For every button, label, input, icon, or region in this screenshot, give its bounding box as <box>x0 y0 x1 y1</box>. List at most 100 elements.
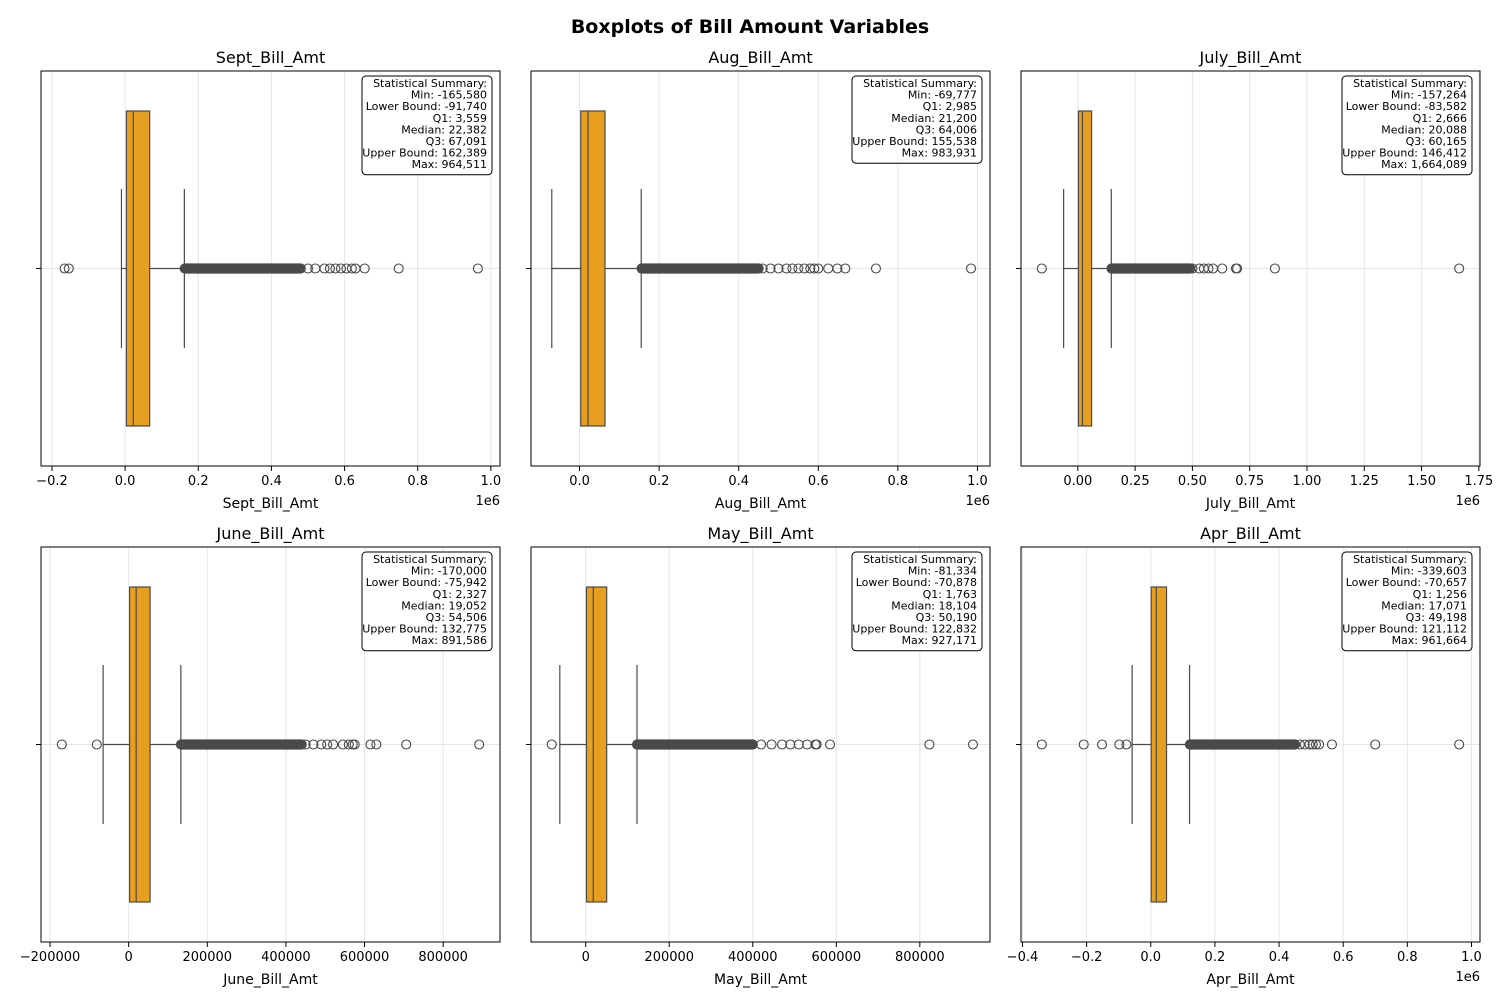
x-tick-label: 200000 <box>644 950 694 965</box>
outlier-point <box>1454 263 1465 274</box>
outlier-point <box>787 263 798 274</box>
x-axis-label: Aug_Bill_Amt <box>715 496 807 512</box>
x-tick-label: 0.0 <box>115 474 136 489</box>
summary-line: Median: 20,088 <box>1381 123 1467 136</box>
x-tick-label: 0 <box>125 950 133 965</box>
outlier-point <box>870 263 882 274</box>
summary-line: Max: 964,511 <box>412 158 487 171</box>
summary-line: Max: 961,664 <box>1392 634 1467 647</box>
outlier-point <box>1326 739 1338 750</box>
x-tick-label: 1.0 <box>967 474 988 489</box>
summary-line: Upper Bound: 122,832 <box>852 623 977 636</box>
outlier-point <box>546 739 557 750</box>
outlier-point <box>756 739 767 750</box>
x-tick-label: 0.4 <box>1269 950 1290 965</box>
outlier-point <box>59 263 70 274</box>
x-tick-label: 0.0 <box>1140 950 1161 965</box>
x-tick-label: 1.0 <box>1461 950 1482 965</box>
summary-line: Q3: 49,198 <box>1406 611 1467 624</box>
x-tick-label: 800000 <box>418 950 468 965</box>
outlier-point <box>371 739 382 750</box>
subplot-1: −0.2 0.0 0.2 0.4 0.6 0.8 1.0 1e6 Sept_Bill_Amt Se… <box>36 48 501 512</box>
subplot-title: Apr_Bill_Amt <box>1200 524 1301 544</box>
outlier-point <box>793 263 804 274</box>
summary-box <box>851 551 983 652</box>
x-tick-label: 1.25 <box>1350 474 1379 489</box>
x-tick-label: 0.2 <box>649 474 670 489</box>
outlier-point <box>781 263 792 274</box>
x-tick-label: 0.4 <box>261 474 282 489</box>
summary-line: Median: 19,052 <box>401 599 487 612</box>
summary-title: Statistical Summary: <box>373 553 487 566</box>
x-tick-label: 0.6 <box>808 474 829 489</box>
outlier-point <box>1294 739 1305 750</box>
outlier-point <box>319 263 330 274</box>
outlier-point <box>349 739 360 750</box>
summary-line: Max: 927,171 <box>902 634 977 647</box>
x-offset-text: 1e6 <box>1455 970 1480 985</box>
iqr-box <box>125 110 151 427</box>
iqr-box <box>580 110 606 427</box>
outlier-point <box>965 263 977 274</box>
outlier-point <box>1096 739 1108 750</box>
outlier-point <box>330 263 341 274</box>
x-tick-label: 0.4 <box>728 474 749 489</box>
summary-box <box>851 75 983 164</box>
outlier-point <box>785 739 796 750</box>
summary-title: Statistical Summary: <box>1353 77 1467 90</box>
x-tick-label: 1.75 <box>1464 474 1493 489</box>
summary-line: Lower Bound: -75,942 <box>366 576 487 589</box>
summary-line: Q3: 64,006 <box>916 123 977 136</box>
x-tick-label: 200000 <box>182 950 232 965</box>
outlier-point <box>1036 739 1047 750</box>
summary-title: Statistical Summary: <box>863 553 977 566</box>
x-tick-label: 0.8 <box>407 474 428 489</box>
summary-line: Min: -170,000 <box>411 565 487 578</box>
outlier-point <box>809 263 820 274</box>
summary-line: Q1: 1,763 <box>923 588 977 601</box>
x-tick-label: 0.8 <box>1397 950 1418 965</box>
x-tick-label: 0.2 <box>1205 950 1226 965</box>
outlier-point <box>799 263 810 274</box>
summary-line: Upper Bound: 162,389 <box>362 147 487 160</box>
outlier-point <box>1314 739 1325 750</box>
outlier-point <box>472 263 483 274</box>
x-offset-text: 1e6 <box>475 494 500 509</box>
outlier-point <box>1078 739 1089 750</box>
outlier-point <box>811 739 822 750</box>
summary-line: Lower Bound: -91,740 <box>366 100 487 113</box>
x-tick-label: 0.75 <box>1235 474 1264 489</box>
summary-line: Min: -165,580 <box>411 89 487 102</box>
outlier-point <box>1307 739 1318 750</box>
summary-line: Max: 983,931 <box>902 147 977 160</box>
summary-line: Min: -339,603 <box>1391 565 1467 578</box>
outlier-point <box>91 739 102 750</box>
outlier-point <box>1304 739 1315 750</box>
outlier-point <box>1187 263 1198 274</box>
x-axis-label: July_Bill_Amt <box>1205 496 1296 512</box>
summary-line: Median: 22,382 <box>401 123 487 136</box>
summary-line: Min: -69,777 <box>908 89 977 102</box>
x-tick-label: 0.2 <box>188 474 209 489</box>
x-tick-label: 1.0 <box>481 474 502 489</box>
x-offset-text: 1e6 <box>1455 494 1480 509</box>
outlier-point <box>337 739 348 750</box>
x-tick-label: 1.00 <box>1293 474 1322 489</box>
outlier-point <box>1299 739 1310 750</box>
iqr-box <box>128 586 151 903</box>
outlier-point <box>365 739 376 750</box>
x-offset-text: 1e6 <box>965 494 990 509</box>
subplot-5: 0 200000 400000 600000 800000 May_Bill_Amt May… <box>526 524 991 988</box>
x-tick-label: 400000 <box>261 950 311 965</box>
iqr-box <box>1150 586 1168 903</box>
summary-box <box>1341 75 1473 176</box>
outlier-point <box>813 263 824 274</box>
summary-title: Statistical Summary: <box>1353 553 1467 566</box>
outlier-point <box>346 263 357 274</box>
figure-title: Boxplots of Bill Amount Variables <box>570 16 930 38</box>
subplot-4: −200000 0 200000 400000 600000 800000 June_Bil… <box>20 524 501 988</box>
x-tick-label: −200000 <box>20 950 81 965</box>
summary-line: Upper Bound: 146,412 <box>1342 147 1467 160</box>
outlier-point <box>773 263 784 274</box>
outlier-point <box>1454 739 1465 750</box>
